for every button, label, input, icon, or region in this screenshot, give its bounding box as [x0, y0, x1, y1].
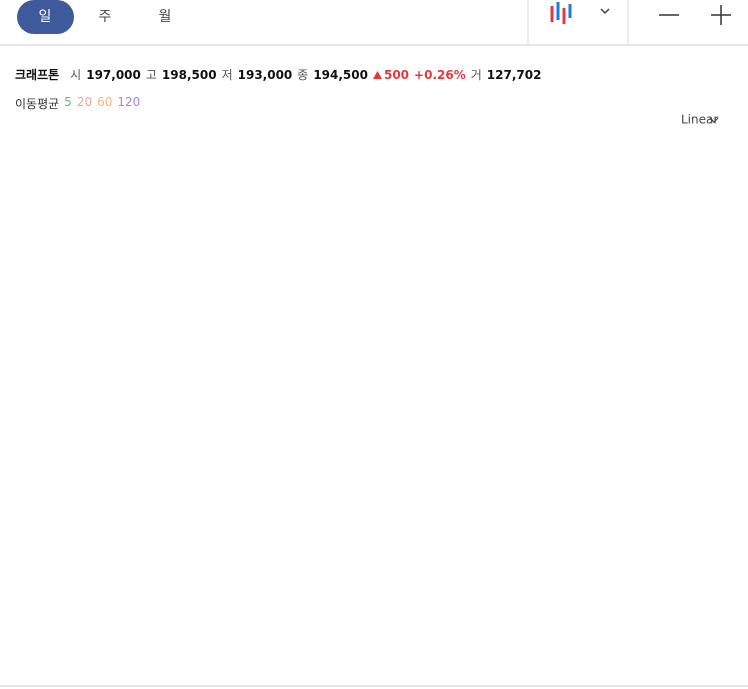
change-pct: +0.26% [414, 67, 466, 82]
quote-label: 거 [470, 68, 482, 82]
quote-label: 저 [221, 68, 233, 82]
legend-entry: 5 [64, 95, 72, 109]
quote-value: 197,000 [86, 67, 141, 82]
quote-value: 193,000 [237, 67, 293, 82]
up-icon [372, 70, 382, 79]
legend-entry: 20 [76, 95, 93, 109]
dropdown-icon[interactable] [600, 8, 610, 15]
scale-label[interactable]: Linear [681, 113, 718, 127]
tab[interactable]: 주 [99, 9, 112, 25]
ma-title: 이동평균 [15, 97, 60, 111]
zoom-in[interactable] [711, 5, 731, 25]
tab[interactable]: 월 [159, 9, 172, 25]
legend-entry: 60 [97, 95, 113, 109]
ma-legend: 이동평균 5 20 60 120 [15, 95, 140, 112]
tab-active[interactable] [17, 0, 74, 34]
legend-entry: 120 [117, 95, 141, 109]
quote-value: 198,500 [161, 67, 217, 82]
quote-value: 194,500 [313, 67, 368, 82]
stock-name: 크래프톤 [15, 68, 60, 82]
change: 500 [383, 67, 410, 82]
tab[interactable]: 일 [39, 9, 52, 25]
quote-label: 시 [70, 68, 82, 82]
chart-type-icon[interactable] [550, 2, 572, 24]
quote-label: 종 [297, 68, 309, 82]
quote-header: 크래프톤 시 197,000 고 198,500 저 193,000 종 194,500 500… [15, 66, 541, 83]
scale-dropdown[interactable] [709, 117, 719, 123]
quote-label: 고 [145, 68, 157, 82]
quote-value: 127,702 [486, 67, 542, 82]
